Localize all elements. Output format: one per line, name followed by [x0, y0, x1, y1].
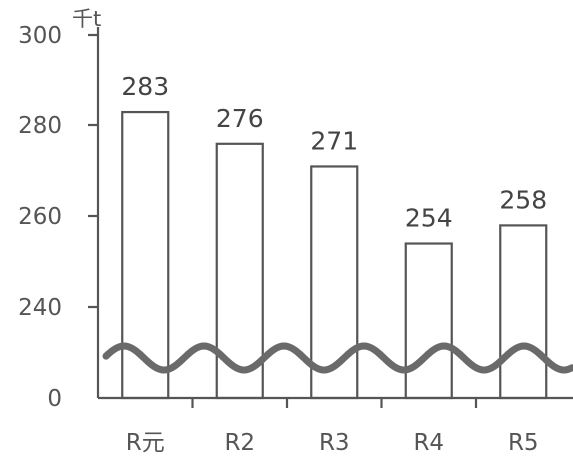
category-label: R3 [319, 430, 350, 456]
y-tick-label: 0 [47, 386, 62, 412]
y-axis: 0 240 260 280 300 千t [18, 7, 101, 412]
axis-break-wave-line [102, 342, 573, 374]
category-label: R元 [126, 430, 165, 456]
y-unit-label: 千t [72, 7, 101, 31]
data-label: 283 [121, 72, 169, 101]
category-label: R2 [224, 430, 255, 456]
bar [499, 224, 548, 400]
y-tick-label: 240 [18, 295, 62, 321]
bar [404, 242, 453, 400]
data-label: 254 [405, 204, 453, 233]
data-label: 271 [310, 126, 358, 155]
category-label: R4 [413, 430, 444, 456]
y-tick-label: 300 [18, 23, 62, 49]
axis-break-wave [102, 342, 573, 374]
x-axis: R元 R2 R3 R4 R5 [98, 396, 573, 456]
data-label: 276 [216, 104, 264, 133]
y-tick-label: 280 [18, 113, 62, 139]
bar [310, 165, 359, 400]
data-label: 258 [499, 185, 547, 214]
data-labels: 283 276 271 254 258 [121, 72, 547, 232]
y-tick-label: 260 [18, 204, 62, 230]
category-label: R5 [508, 430, 539, 456]
